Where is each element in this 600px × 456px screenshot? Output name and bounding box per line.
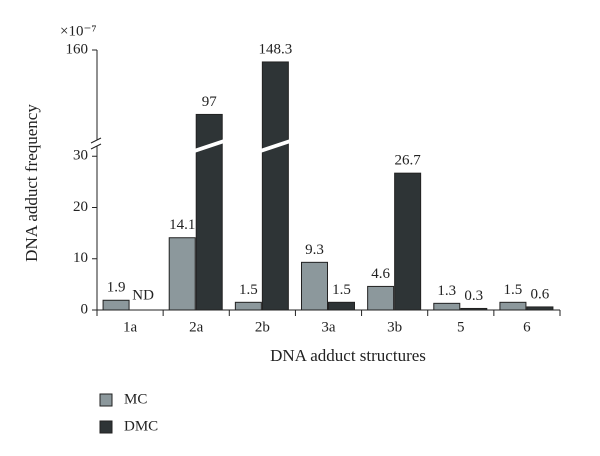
y-tick-label: 20: [73, 199, 88, 215]
bar: [301, 261, 328, 311]
legend-label: MC: [124, 391, 147, 407]
legend-swatch: [99, 420, 113, 434]
legend-swatch: [99, 393, 113, 407]
x-tick-label: 1a: [123, 319, 138, 335]
bar: [328, 301, 355, 311]
value-label: 1.3: [437, 283, 456, 299]
bar: [526, 306, 554, 311]
bar-break: [260, 139, 291, 153]
value-label: 1.5: [239, 282, 258, 298]
x-tick-label: 2b: [255, 319, 270, 335]
bar: [394, 172, 422, 311]
x-tick-label: 3b: [387, 319, 402, 335]
bar: [367, 285, 395, 311]
bar: [102, 299, 130, 311]
x-tick-label: 3a: [321, 319, 336, 335]
value-label: 9.3: [305, 242, 324, 258]
bar: [261, 61, 289, 311]
value-label: 0.3: [464, 288, 483, 304]
bar: [433, 302, 461, 311]
y-tick-label: 160: [66, 41, 89, 57]
value-label: 14.1: [169, 217, 195, 233]
bar: [168, 237, 196, 311]
x-axis-label: DNA adduct structures: [270, 346, 426, 365]
bar-break: [194, 139, 225, 153]
value-label: 0.6: [531, 286, 550, 302]
value-label: ND: [132, 287, 154, 303]
value-label: 4.6: [371, 266, 390, 282]
bar: [460, 307, 488, 311]
x-tick-label: 2a: [189, 319, 204, 335]
value-label: 1.5: [332, 282, 351, 298]
bar: [234, 301, 262, 311]
x-tick-label: 6: [523, 319, 531, 335]
value-label: 148.3: [258, 41, 292, 57]
value-label: 1.9: [107, 280, 126, 296]
value-label: 97: [202, 94, 218, 110]
y-tick-label: 0: [81, 301, 89, 317]
value-label: 1.5: [504, 282, 523, 298]
y-tick-label: 10: [73, 250, 88, 266]
y-scale-label: ×10⁻⁷: [60, 23, 97, 39]
y-tick-label: 30: [73, 148, 88, 164]
value-label: 26.7: [395, 153, 422, 169]
bar: [499, 301, 527, 311]
y-axis-label: DNA adduct frequency: [22, 104, 41, 262]
axis-break: [90, 137, 102, 144]
legend-label: DMC: [124, 418, 158, 434]
x-tick-label: 5: [457, 319, 465, 335]
axis-break: [90, 143, 102, 150]
